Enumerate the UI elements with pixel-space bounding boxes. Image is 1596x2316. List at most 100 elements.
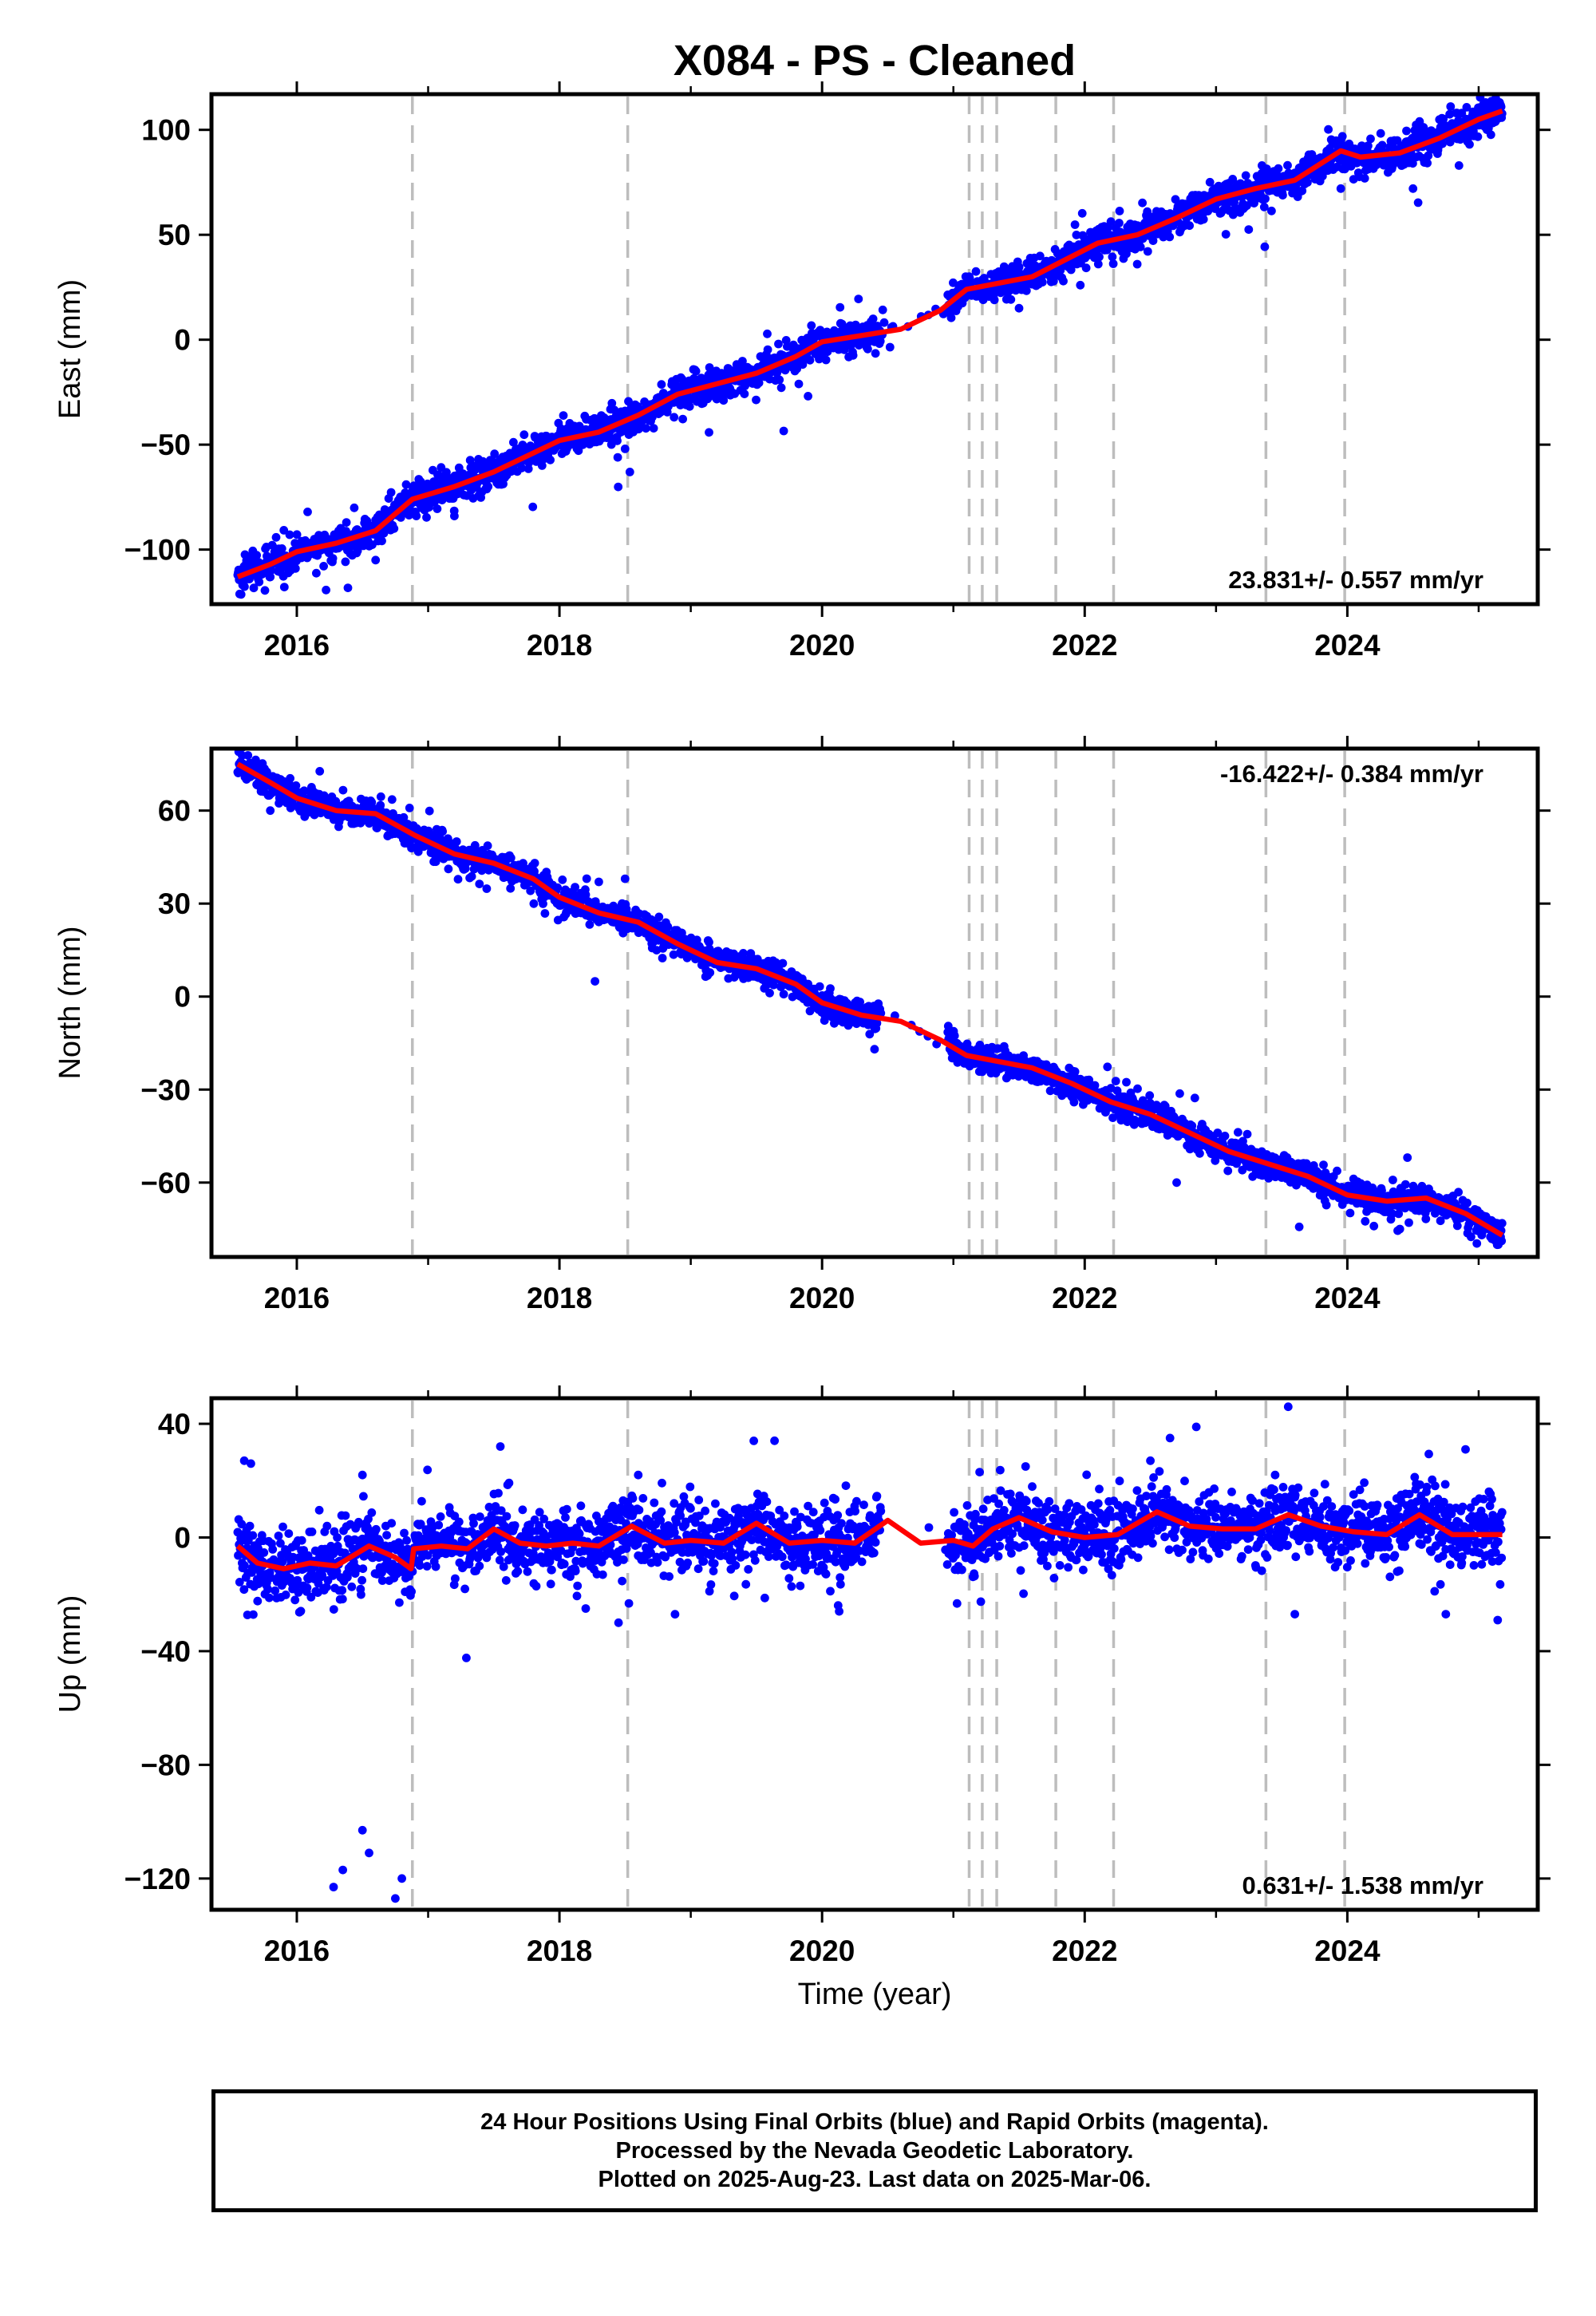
north-data-point <box>870 1045 879 1054</box>
north-data-point <box>1070 1067 1080 1077</box>
east-data-point <box>776 383 786 393</box>
east-outlier-point <box>1132 259 1142 269</box>
east-outlier-point <box>1336 184 1345 193</box>
east-data-point <box>1143 207 1152 216</box>
north-data-point <box>1377 1186 1386 1196</box>
east-data-point <box>343 583 353 592</box>
east-data-point <box>878 305 887 314</box>
north-data-point <box>585 920 595 929</box>
east-x-tick-label: 2024 <box>1314 629 1381 662</box>
north-data-point <box>669 950 678 959</box>
north-data-point <box>1234 1128 1242 1137</box>
east-event-lines <box>411 97 1346 602</box>
north-data-point <box>872 1018 882 1028</box>
east-data-point <box>607 398 617 408</box>
north-data-point <box>553 883 563 892</box>
east-data-point <box>1072 231 1081 239</box>
east-data-point <box>1278 191 1287 200</box>
north-data-point <box>431 857 440 867</box>
east-data-point <box>1081 263 1091 273</box>
east-x-tick-label: 2022 <box>1052 629 1117 662</box>
north-data-point <box>654 912 664 922</box>
north-data-point <box>571 883 579 891</box>
north-data-point <box>1175 1089 1184 1098</box>
east-data-point <box>260 586 270 595</box>
north-data-point <box>1400 1180 1410 1189</box>
north-data-point <box>622 904 631 914</box>
north-data-point <box>826 984 835 993</box>
east-data-point <box>613 436 622 445</box>
north-data-point <box>950 1031 959 1041</box>
east-data-point <box>1366 134 1375 144</box>
east-data-point <box>412 512 421 520</box>
east-data-point <box>1360 174 1369 183</box>
east-data-point <box>816 326 825 334</box>
east-data-point <box>836 302 845 312</box>
east-data-point <box>240 582 249 591</box>
east-data-point <box>1283 160 1292 170</box>
north-data-point <box>769 980 778 990</box>
east-data-point <box>1486 130 1495 140</box>
north-data-point <box>367 797 377 807</box>
east-data-point <box>277 544 286 553</box>
north-data-point <box>1394 1209 1404 1219</box>
north-data-point <box>1408 1181 1418 1191</box>
north-data-point <box>405 804 414 812</box>
east-data-point <box>342 518 351 527</box>
east-data-point <box>670 413 679 422</box>
east-data-point <box>610 405 619 415</box>
east-data-point <box>1037 278 1047 287</box>
north-data-point <box>1467 1232 1476 1242</box>
east-data-point <box>1244 225 1254 234</box>
north-data-point <box>1111 1077 1120 1085</box>
north-data-point <box>338 785 348 795</box>
east-data-point <box>657 380 666 389</box>
east-data-point <box>1446 102 1456 111</box>
east-outlier-point <box>870 337 879 346</box>
east-data-point <box>386 488 396 497</box>
east-y-tick-label: 50 <box>158 219 191 251</box>
north-data-point <box>1103 1062 1112 1072</box>
east-data-point <box>1115 207 1124 215</box>
north-data-point <box>453 875 463 884</box>
east-x-tick-label: 2016 <box>264 629 330 662</box>
east-data-point <box>1006 294 1016 304</box>
north-data-point <box>1452 1221 1462 1231</box>
east-data-point <box>990 295 999 305</box>
east-data-point <box>1138 198 1147 207</box>
north-data-point <box>1090 1081 1100 1090</box>
east-data-point <box>1473 132 1483 141</box>
east-data-point <box>691 366 701 376</box>
north-data-point <box>1190 1093 1199 1103</box>
east-data-point <box>885 342 895 352</box>
east-data-point <box>740 389 749 398</box>
east-data-point <box>1143 247 1152 256</box>
east-data-point <box>1059 276 1068 286</box>
east-data-point <box>252 551 261 560</box>
north-data-point <box>412 824 421 833</box>
east-data-point <box>775 375 784 385</box>
east-data-point <box>1462 103 1472 112</box>
east-data-point <box>266 572 275 582</box>
east-data-point <box>625 468 634 476</box>
north-data-point <box>1472 1239 1482 1248</box>
east-data-point <box>1021 286 1031 295</box>
east-data-point <box>1148 236 1158 245</box>
north-data-point <box>658 954 667 962</box>
north-data-point <box>1319 1160 1328 1169</box>
north-data-point <box>483 841 492 851</box>
east-outlier-point <box>371 555 381 565</box>
east-data-point <box>1438 139 1447 148</box>
east-data-point <box>1424 151 1433 160</box>
east-data-point <box>422 512 431 522</box>
east-data-point <box>1136 243 1145 251</box>
north-data-point <box>1138 1096 1148 1105</box>
east-data-point <box>1199 215 1208 224</box>
east-data-point <box>1106 217 1116 227</box>
north-data-point <box>1403 1153 1412 1162</box>
east-data-point <box>1324 124 1333 134</box>
east-outlier-point <box>1258 161 1266 170</box>
